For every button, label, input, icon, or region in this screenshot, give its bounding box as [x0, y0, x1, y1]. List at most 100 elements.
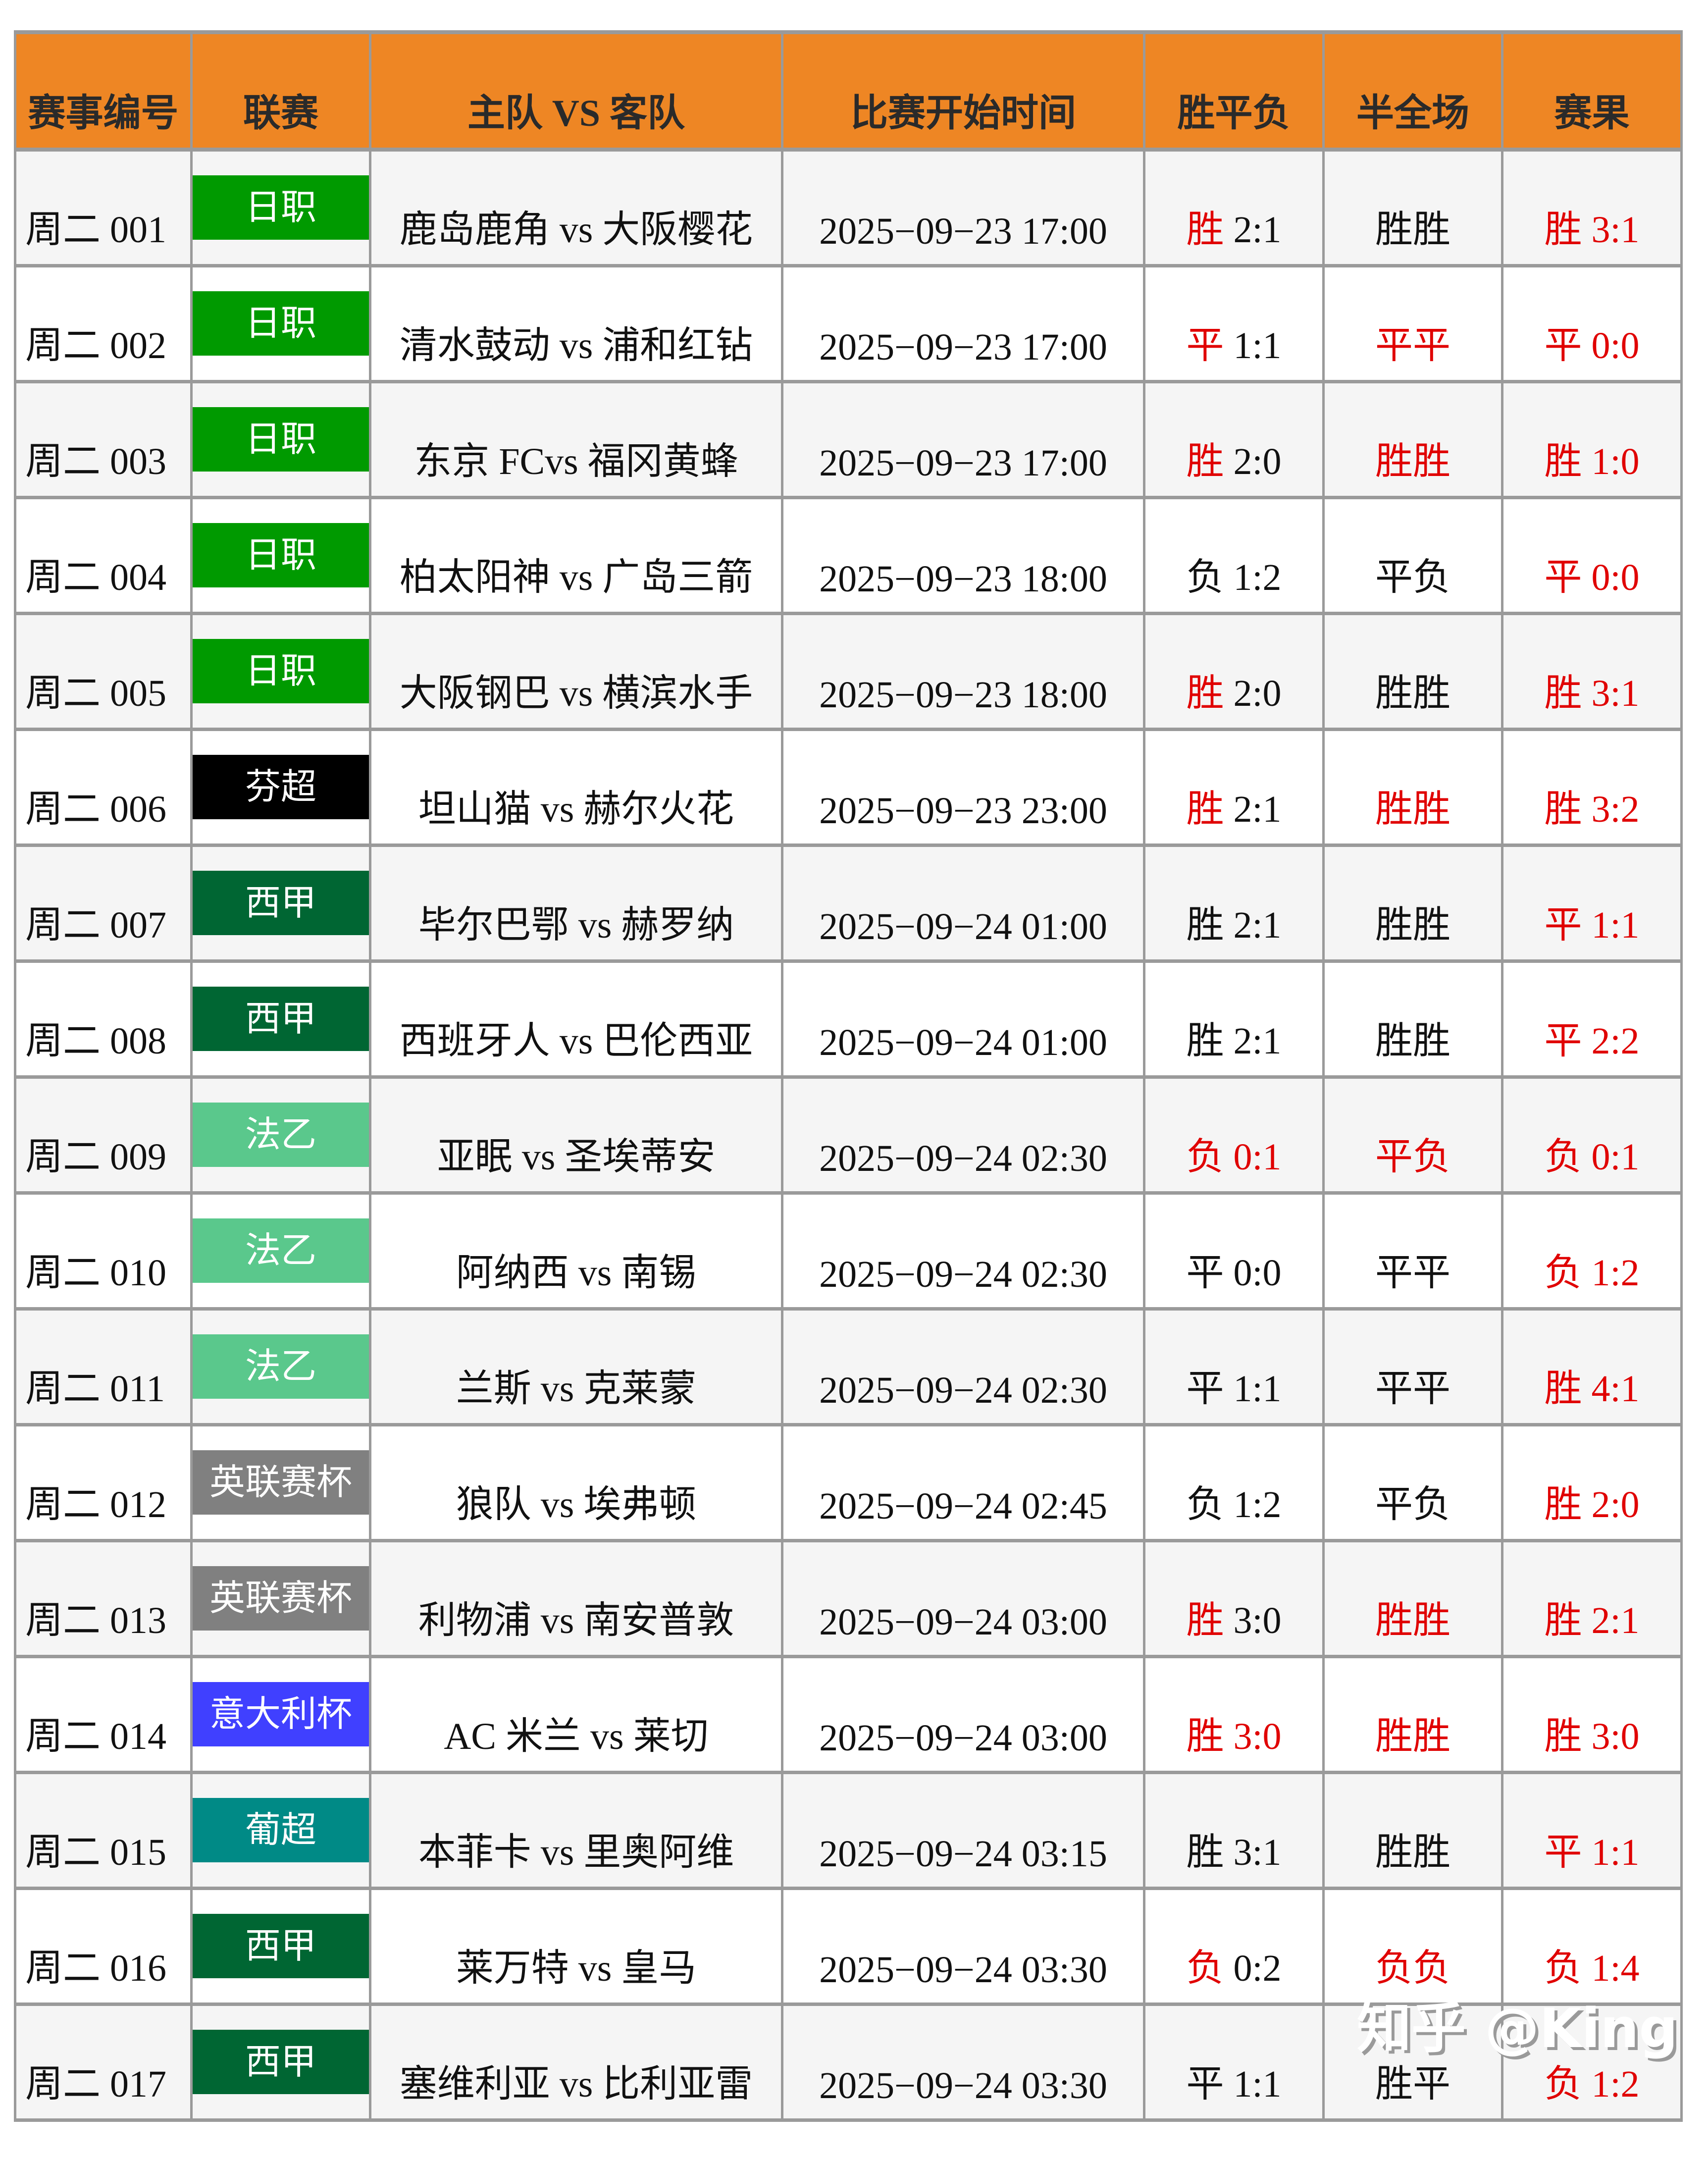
wdl-outcome: 胜	[1186, 440, 1224, 482]
result-outcome: 胜	[1544, 1715, 1582, 1757]
wdl-outcome: 胜	[1186, 788, 1224, 830]
wdl-score: 1:1	[1233, 324, 1282, 367]
result-cell: 胜 1:0	[1501, 381, 1683, 499]
half-full: 负负	[1322, 1888, 1503, 2006]
wdl-score: 2:0	[1233, 672, 1282, 714]
wdl-score: 2:1	[1233, 209, 1282, 251]
teams: 狼队 vs 埃弗顿	[369, 1424, 783, 1542]
header-teams: 主队 VS 客队	[369, 30, 783, 152]
match-id: 周二 004	[14, 497, 193, 615]
win-draw-loss-cell: 负 1:2	[1143, 1424, 1325, 1542]
league-badge: 英联赛杯	[193, 1450, 369, 1515]
start-time: 2025−09−24 03:30	[781, 1888, 1145, 2006]
league-cell: 法乙	[190, 1077, 371, 1195]
wdl-outcome: 胜	[1186, 1831, 1224, 1873]
half-full: 胜胜	[1322, 961, 1503, 1079]
league-badge: 日职	[193, 523, 369, 587]
win-draw-loss-cell: 胜 2:1	[1143, 729, 1325, 847]
result-cell: 平 1:1	[1501, 1772, 1683, 1890]
result-cell: 负 1:4	[1501, 1888, 1683, 2006]
wdl-outcome: 胜	[1186, 1020, 1224, 1062]
wdl-outcome: 胜	[1186, 904, 1224, 946]
result-score: 0:0	[1591, 556, 1640, 598]
league-badge: 法乙	[193, 1102, 369, 1167]
teams: 清水鼓动 vs 浦和红钻	[369, 265, 783, 383]
table-row: 周二 016 西甲 莱万特 vs 皇马 2025−09−24 03:30 负 0:2 负负…	[14, 1888, 1683, 2006]
league-cell: 芬超	[190, 729, 371, 847]
header-win-draw-loss: 胜平负	[1143, 30, 1325, 152]
league-cell: 西甲	[190, 961, 371, 1079]
match-id: 周二 016	[14, 1888, 193, 2006]
wdl-outcome: 负	[1186, 1947, 1224, 1989]
start-time: 2025−09−24 02:45	[781, 1424, 1145, 1542]
teams: 阿纳西 vs 南锡	[369, 1193, 783, 1311]
win-draw-loss-cell: 胜 3:1	[1143, 1772, 1325, 1890]
result-cell: 负 1:2	[1501, 1193, 1683, 1311]
win-draw-loss-cell: 胜 2:1	[1143, 150, 1325, 267]
table-row: 周二 003 日职 东京 FCvs 福冈黄蜂 2025−09−23 17:00 胜 2:…	[14, 381, 1683, 499]
win-draw-loss-cell: 负 0:1	[1143, 1077, 1325, 1195]
teams: 柏太阳神 vs 广岛三箭	[369, 497, 783, 615]
table-row: 周二 013 英联赛杯 利物浦 vs 南安普敦 2025−09−24 03:00 胜 3…	[14, 1540, 1683, 1658]
result-score: 3:1	[1591, 672, 1640, 714]
match-id: 周二 014	[14, 1656, 193, 1774]
league-badge: 意大利杯	[193, 1682, 369, 1746]
match-id: 周二 012	[14, 1424, 193, 1542]
start-time: 2025−09−23 17:00	[781, 150, 1145, 267]
wdl-outcome: 平	[1186, 324, 1224, 367]
result-score: 1:1	[1591, 1831, 1640, 1873]
table-row: 周二 005 日职 大阪钢巴 vs 横滨水手 2025−09−23 18:00 胜 2:…	[14, 613, 1683, 731]
result-outcome: 胜	[1544, 1368, 1582, 1410]
match-id: 周二 002	[14, 265, 193, 383]
teams: 莱万特 vs 皇马	[369, 1888, 783, 2006]
half-full: 平平	[1322, 1193, 1503, 1311]
result-score: 2:0	[1591, 1483, 1640, 1526]
win-draw-loss-cell: 平 1:1	[1143, 1309, 1325, 1426]
table-row: 周二 007 西甲 毕尔巴鄂 vs 赫罗纳 2025−09−24 01:00 胜 2:1…	[14, 845, 1683, 963]
result-score: 1:0	[1591, 440, 1640, 482]
wdl-outcome: 胜	[1186, 672, 1224, 714]
result-outcome: 胜	[1544, 1483, 1582, 1526]
header-match-id: 赛事编号	[14, 30, 193, 152]
result-cell: 胜 4:1	[1501, 1309, 1683, 1426]
league-cell: 法乙	[190, 1193, 371, 1311]
wdl-outcome: 平	[1186, 1252, 1224, 1294]
match-id: 周二 011	[14, 1309, 193, 1426]
wdl-score: 2:1	[1233, 1020, 1282, 1062]
result-score: 3:1	[1591, 209, 1640, 251]
table-row: 周二 015 葡超 本菲卡 vs 里奥阿维 2025−09−24 03:15 胜 3:1…	[14, 1772, 1683, 1890]
header-result: 赛果	[1501, 30, 1683, 152]
result-cell: 胜 3:0	[1501, 1656, 1683, 1774]
teams: 西班牙人 vs 巴伦西亚	[369, 961, 783, 1079]
start-time: 2025−09−23 18:00	[781, 613, 1145, 731]
wdl-score: 0:1	[1233, 1136, 1282, 1178]
result-cell: 平 1:1	[1501, 845, 1683, 963]
start-time: 2025−09−23 18:00	[781, 497, 1145, 615]
win-draw-loss-cell: 平 1:1	[1143, 265, 1325, 383]
table-row: 周二 006 芬超 坦山猫 vs 赫尔火花 2025−09−23 23:00 胜 2:1…	[14, 729, 1683, 847]
start-time: 2025−09−24 01:00	[781, 845, 1145, 963]
table-row: 周二 008 西甲 西班牙人 vs 巴伦西亚 2025−09−24 01:00 胜 2:…	[14, 961, 1683, 1079]
teams: 本菲卡 vs 里奥阿维	[369, 1772, 783, 1890]
league-cell: 日职	[190, 497, 371, 615]
match-id: 周二 017	[14, 2004, 193, 2122]
win-draw-loss-cell: 胜 2:1	[1143, 961, 1325, 1079]
result-outcome: 负	[1544, 1136, 1582, 1178]
win-draw-loss-cell: 胜 3:0	[1143, 1540, 1325, 1658]
league-badge: 法乙	[193, 1334, 369, 1399]
match-id: 周二 009	[14, 1077, 193, 1195]
win-draw-loss-cell: 胜 3:0	[1143, 1656, 1325, 1774]
wdl-outcome: 平	[1186, 2063, 1224, 2105]
result-cell: 胜 3:1	[1501, 150, 1683, 267]
table-row: 周二 014 意大利杯 AC 米兰 vs 莱切 2025−09−24 03:00 胜 3…	[14, 1656, 1683, 1774]
match-id: 周二 006	[14, 729, 193, 847]
league-cell: 西甲	[190, 845, 371, 963]
wdl-outcome: 负	[1186, 556, 1224, 598]
start-time: 2025−09−24 03:00	[781, 1656, 1145, 1774]
table-row: 周二 004 日职 柏太阳神 vs 广岛三箭 2025−09−23 18:00 负 1:…	[14, 497, 1683, 615]
start-time: 2025−09−24 02:30	[781, 1309, 1145, 1426]
result-score: 0:1	[1591, 1136, 1640, 1178]
league-badge: 葡超	[193, 1797, 369, 1862]
result-outcome: 平	[1544, 324, 1582, 367]
teams: 大阪钢巴 vs 横滨水手	[369, 613, 783, 731]
